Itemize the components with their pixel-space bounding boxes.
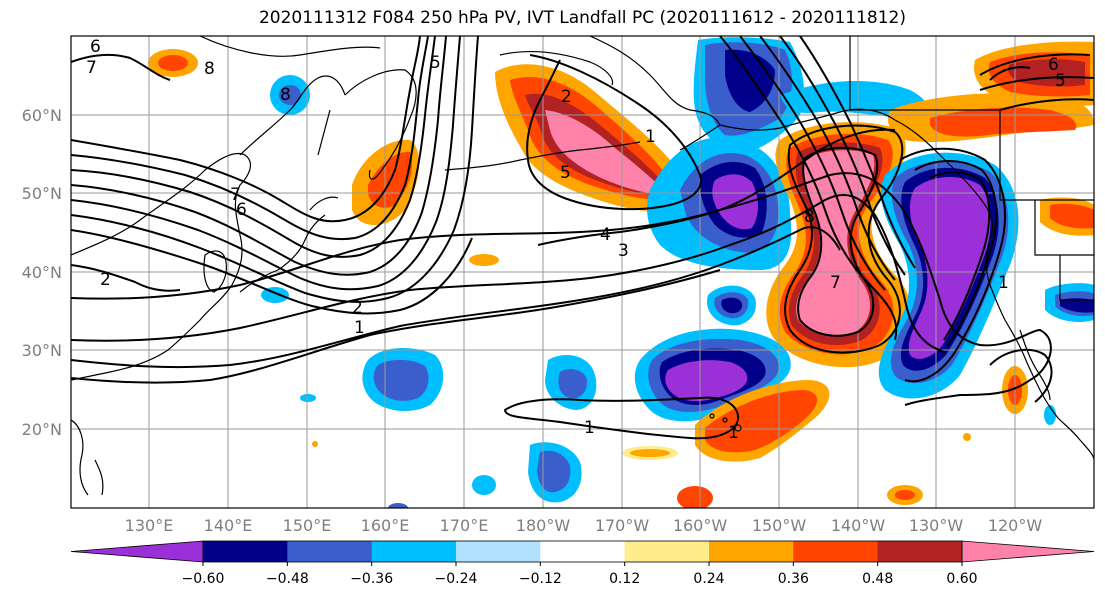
lon-label: 180°W [516,516,571,535]
colorbar-segment [540,541,626,562]
colorbar-outline [202,540,963,563]
lon-label: 170°E [440,516,489,535]
colorbar-tick-label: 0.48 [862,571,893,587]
contour-label: 5 [430,53,441,73]
contour-label: 4 [600,225,611,245]
contour-labels: 6 7 8 8 7 6 5 2 1 5 4 3 2 1 1 1 8 7 6 5 … [86,37,1066,443]
colorbar-tick-label: −0.48 [266,571,309,587]
colorbar-tick-label: −0.60 [182,571,225,587]
contour-label: 3 [618,241,629,261]
contour-label: 1 [728,423,739,443]
contour-label: 2 [561,87,572,107]
colorbar-tick-label: 0.36 [778,571,809,587]
contour-label: 1 [584,418,595,438]
lon-label: 160°W [673,516,728,535]
contour-label: 8 [280,85,291,105]
pv-contours [71,36,1094,440]
contour-label: 1 [645,127,656,147]
contour-label: 2 [352,298,363,318]
contour-label: 7 [86,58,97,78]
figure-title: 2020111312 F084 250 hPa PV, IVT Landfall… [258,8,906,28]
lon-label: 130°W [909,516,964,535]
contour-label: 2 [100,270,111,290]
lon-label: 130°E [125,516,174,535]
colorbar-tick-label: −0.36 [350,571,393,587]
lat-label: 50°N [22,184,62,203]
contour-label: 8 [804,207,815,227]
map-frame [70,35,1095,509]
colorbar-tick-label: 0.12 [609,571,640,587]
contour-label: 8 [204,59,215,79]
colorbar-segment [287,541,373,562]
colorbar-extend-max [961,540,1095,563]
colorbar-segment [203,541,288,562]
colorbar-segment [624,541,710,562]
contour-label: 6 [1048,55,1059,75]
contour-label: 5 [560,163,571,183]
longitude-labels: 130°E 140°E 150°E 160°E 170°E 180°W 170°… [125,516,1043,535]
lon-label: 160°E [361,516,410,535]
colorbar-segment [709,541,794,562]
lon-label: 120°W [988,516,1043,535]
map-content: 6 7 8 8 7 6 5 2 1 5 4 3 2 1 1 1 8 7 6 5 … [71,36,1094,508]
contour-label: 1 [998,273,1009,293]
contour-label: 5 [1055,71,1066,91]
colorbar-tick-label: −0.12 [519,571,562,587]
colorbar-segment [456,541,541,562]
lon-label: 140°E [204,516,253,535]
lat-label: 30°N [22,341,62,360]
colorbar: −0.60 −0.48 −0.36 −0.24 −0.12 0.12 0.24 0.36 0.4… [70,540,1095,587]
colorbar-tick-label: 0.60 [946,571,977,587]
colorbar-tick-label: −0.24 [435,571,478,587]
lon-label: 150°W [752,516,807,535]
lat-label: 60°N [22,106,62,125]
coastlines [71,36,1094,496]
lon-label: 140°W [831,516,886,535]
contour-label: 7 [830,273,841,293]
lat-label: 40°N [22,263,62,282]
lon-label: 170°W [595,516,650,535]
contour-label: 1 [354,318,365,338]
latitude-labels: 60°N 50°N 40°N 30°N 20°N [22,106,62,439]
contour-label: 6 [236,200,247,220]
contour-label: 7 [230,185,241,205]
gridlines [71,36,1094,508]
colorbar-extend-min [70,540,204,563]
contour-label: 6 [90,37,101,57]
colorbar-segment [793,541,879,562]
colorbar-segment [371,541,457,562]
colorbar-segment [877,541,963,562]
colorbar-tick-label: 0.24 [693,571,724,587]
lat-label: 20°N [22,420,62,439]
lon-label: 150°E [283,516,332,535]
